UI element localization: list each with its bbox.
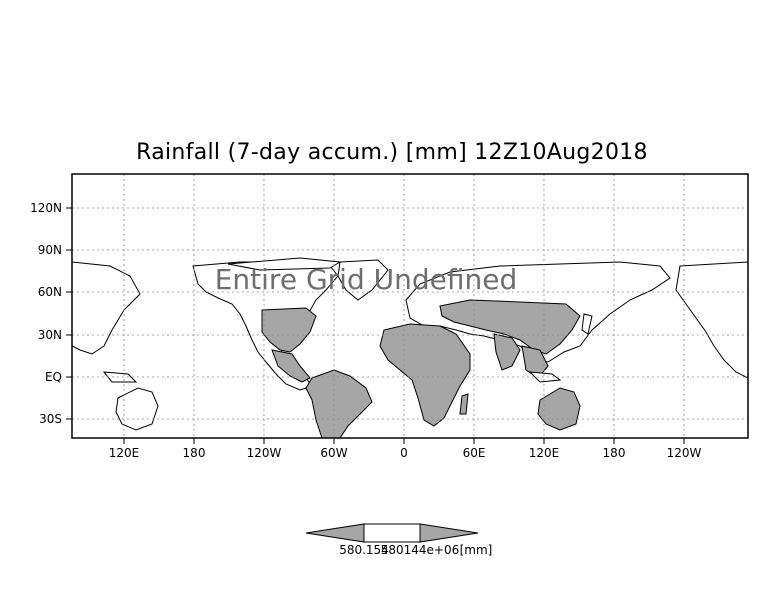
map-title: Rainfall (7-day accum.) [mm] 12Z10Aug201… [136,140,648,165]
landmass-madagascar [459,393,469,415]
colorbar-label-low: 580.154 [339,543,389,557]
colorbar-mid-box [363,523,421,543]
lon-label-180: 180 [183,446,206,460]
landmass-indonesia [528,371,562,383]
land-layer [72,257,748,438]
lon-label-180-2: 180 [603,446,626,460]
lat-label-60n: 60N [38,285,62,299]
landmass-africa [379,323,471,427]
landmass-australia [537,387,581,431]
colorbar-right-arrow [419,523,479,543]
rain-region-india [493,333,521,371]
lat-label-90n: 90N [38,243,62,257]
lon-label-120w-2: 120W [667,446,702,460]
rain-region-central-america [271,349,311,383]
undefined-grid-watermark: Entire Grid Undefined [215,263,518,296]
landmass-south-america [305,369,373,438]
rain-region-usa [261,307,317,353]
landmass-north-america-right [675,261,748,379]
lon-label-60e: 60E [463,446,486,460]
colorbar-label-high: 580144e+06 [381,543,460,557]
colorbar-units: [mm] [460,543,493,557]
lat-label-120n: 120N [30,201,62,215]
lat-label-30n: 30N [38,328,62,342]
lon-label-120e: 120E [109,446,140,460]
tick-marks [66,207,685,444]
landmass-australia-left [115,387,159,431]
rain-region-se-asia [521,345,549,379]
landmass-japan [581,313,593,335]
lon-label-120w: 120W [247,446,282,460]
landmass-indonesia-left [102,371,138,383]
landmass-greenland [337,259,389,301]
landmass-arctic [227,257,342,271]
plot-frame [71,173,749,439]
gridlines [72,174,748,438]
lon-label-60w: 60W [320,446,347,460]
landmass-asia-left [72,261,141,355]
lon-label-120e-2: 120E [529,446,560,460]
lat-label-eq: EQ [45,370,62,384]
lon-label-0: 0 [400,446,408,460]
lat-label-30s: 30S [39,412,62,426]
colorbar-left-arrow [305,523,365,543]
